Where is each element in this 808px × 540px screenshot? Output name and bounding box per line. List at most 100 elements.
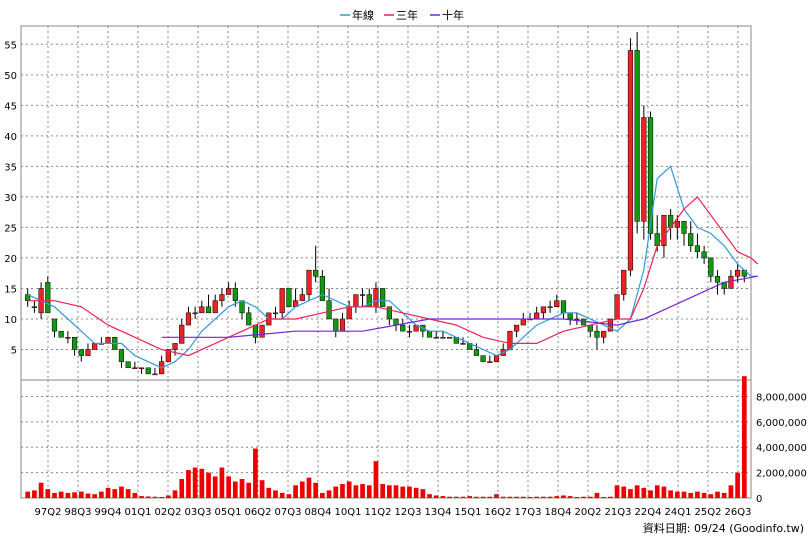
volume-bar [648,490,653,498]
volume-bar [226,476,231,498]
candle-body [447,337,453,339]
candle-body [567,312,573,320]
candle-body [359,294,366,296]
volume-bar [186,470,191,498]
candle-body [386,306,392,320]
volume-bar [45,489,51,498]
price-y-tick-label: 15 [4,284,17,295]
volume-bar [427,494,432,498]
candle-body [728,275,734,289]
volume-y-tick-label: 2,000,000 [756,469,807,480]
candle-body [554,300,560,308]
candle-body [594,330,600,338]
candle-body [71,337,78,350]
candle-body [31,306,37,309]
price-y-tick-label: 30 [4,193,17,204]
volume-bar [721,492,727,498]
volume-bar [253,448,258,498]
volume-bar [520,496,526,498]
price-y-tick-label: 5 [11,345,17,356]
volume-bar [212,476,218,498]
volume-bar [413,487,419,498]
volume-bar [661,486,667,498]
volume-bar [38,482,44,498]
volume-bar [92,494,98,498]
candle-body [520,318,526,326]
candle-body [58,330,64,338]
x-tick-label: 17Q3 [515,507,542,518]
volume-bar [494,494,499,498]
volume-bar [500,496,506,498]
volume-bar [534,496,540,498]
volume-bar [453,496,459,498]
x-tick-label: 01Q1 [125,507,152,518]
volume-bar [393,485,399,498]
volume-bar [668,490,673,498]
x-tick-label: 07Q3 [275,507,302,518]
volume-bar [320,492,325,498]
volume-bar [628,489,633,498]
candle-body [179,324,185,344]
candle-body [641,117,647,222]
candle-body [192,312,198,315]
legend-label-three-year: 三年 [396,8,418,22]
legend: 年線 三年 十年 [340,8,464,22]
volume-bar [58,491,64,498]
volume-bar [119,486,124,498]
x-tick-label: 22Q4 [635,507,662,518]
volume-bar [407,486,412,498]
x-tick-label: 05Q1 [215,507,242,518]
x-tick-label: 08Q4 [305,507,332,518]
candle-body [51,318,58,332]
candle-body [145,367,151,375]
x-tick-label: 16Q2 [485,507,512,518]
volume-bar [65,492,71,498]
volume-bar [621,486,627,498]
moving-average-lines [27,165,759,369]
x-tick-label: 02Q2 [155,507,182,518]
volume-bar [715,491,720,498]
volume-bar [72,492,77,498]
volume-bar [447,496,452,498]
volume-bar [541,496,546,498]
volume-bar [159,496,164,498]
volume-bar [145,496,151,498]
volume-bar [440,496,446,498]
candle-body [78,349,84,356]
volume-bar [25,491,31,498]
candle-body [688,233,694,246]
volume-y-tick-label: 0 [756,494,762,505]
volume-bar [741,376,747,498]
x-tick-label: 13Q4 [425,507,452,518]
volume-bars [25,376,747,498]
volume-bar [467,496,473,498]
volume-bar [634,485,640,498]
candle-body [205,306,212,314]
candle-body [426,330,433,338]
price-grid [21,26,751,380]
volume-bar [567,496,573,498]
candle-body [661,214,667,246]
volume-bar [206,472,211,498]
volume-y-axis: 0 2,000,000 4,000,000 6,000,000 8,000,000 [756,392,807,505]
volume-bar [701,492,707,498]
volume-bar [279,492,285,498]
volume-bar [554,496,560,498]
price-y-tick-label: 55 [4,40,17,51]
candle-body [219,294,225,301]
candle-body [735,269,741,277]
candle-body [279,288,285,314]
volume-bar [366,485,372,498]
x-tick-label: 21Q3 [605,507,632,518]
volume-bar [165,495,171,498]
candle-body [92,343,98,350]
volume-panel: 0 2,000,000 4,000,000 6,000,000 8,000,000 [20,376,807,505]
volume-y-tick-label: 8,000,000 [756,392,807,403]
candle-body [232,288,238,301]
candle-body [346,306,352,320]
price-y-tick-label: 10 [4,315,17,326]
volume-bar [514,496,519,498]
candle-body [460,343,466,345]
source-note: 資料日期: 09/24 (Goodinfo.tw) [643,521,804,535]
x-tick-label: 03Q3 [185,507,212,518]
